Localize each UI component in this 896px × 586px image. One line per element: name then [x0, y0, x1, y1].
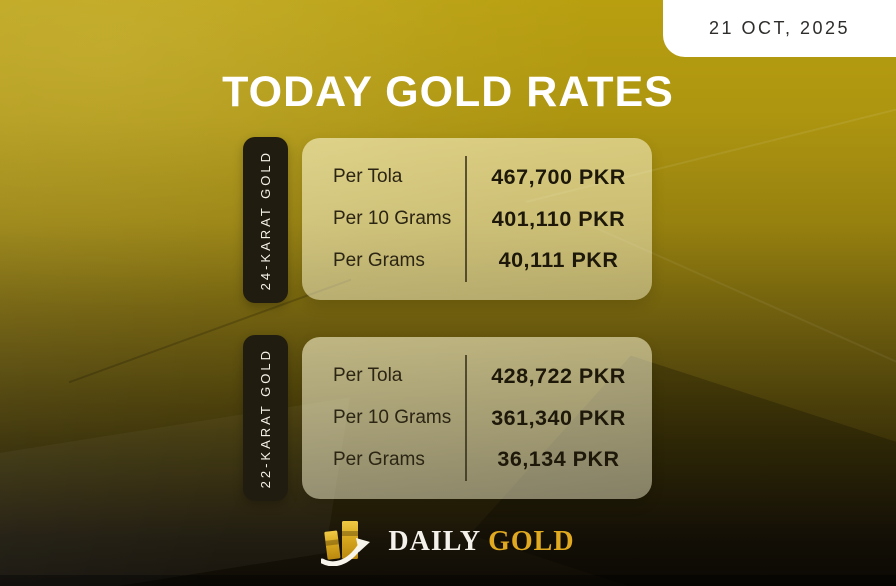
rate-value: 428,722 PKR: [491, 363, 626, 388]
rate-row-22k-gram: Per Grams 36,134 PKR: [302, 447, 652, 472]
rate-row-22k-tola: Per Tola 428,722 PKR: [302, 364, 652, 389]
karat-tab-24k: 24-KARAT GOLD: [243, 137, 288, 303]
karat-tab-22k: 22-KARAT GOLD: [243, 335, 288, 501]
rate-label: Per Grams: [333, 249, 425, 271]
page-title: TODAY GOLD RATES: [222, 68, 674, 116]
date-text: 21 OCT, 2025: [708, 18, 851, 38]
karat-tab-24k-label: 24-KARAT GOLD: [258, 149, 273, 291]
rate-value: 401,110 PKR: [491, 206, 626, 231]
rate-row-24k-10grams: Per 10 Grams 401,110 PKR: [302, 207, 652, 232]
rate-row-24k-gram: Per Grams 40,111 PKR: [302, 248, 652, 273]
brand-name: DAILY GOLD: [388, 526, 574, 558]
rate-label: Per Tola: [333, 166, 403, 188]
card-divider: [465, 156, 467, 282]
gold-bars-growth-arrow-icon: [321, 518, 379, 566]
rate-value: 40,111 PKR: [498, 248, 619, 273]
rate-card-22k: Per Tola 428,722 PKR Per 10 Grams 361,34…: [302, 337, 652, 499]
brand-footer: DAILY GOLD: [0, 514, 896, 570]
brand-name-gold: GOLD: [488, 526, 575, 557]
rate-label: Per 10 Grams: [333, 407, 452, 428]
rate-label: Per 10 Grams: [333, 208, 452, 229]
rate-value: 467,700 PKR: [491, 164, 626, 189]
rate-card-24k: Per Tola 467,700 PKR Per 10 Grams 401,11…: [302, 138, 652, 300]
date-badge: 21 OCT, 2025: [663, 0, 896, 57]
rate-value: 36,134 PKR: [497, 447, 620, 472]
bottom-strip: [0, 575, 896, 586]
rate-row-22k-10grams: Per 10 Grams 361,340 PKR: [302, 406, 652, 431]
rate-value: 361,340 PKR: [491, 405, 626, 430]
rate-row-24k-tola: Per Tola 467,700 PKR: [302, 165, 652, 190]
karat-tab-22k-label: 22-KARAT GOLD: [258, 347, 273, 489]
brand-name-daily: DAILY: [388, 526, 482, 557]
card-divider: [465, 355, 467, 481]
rate-label: Per Grams: [333, 448, 425, 470]
rate-label: Per Tola: [333, 365, 403, 387]
